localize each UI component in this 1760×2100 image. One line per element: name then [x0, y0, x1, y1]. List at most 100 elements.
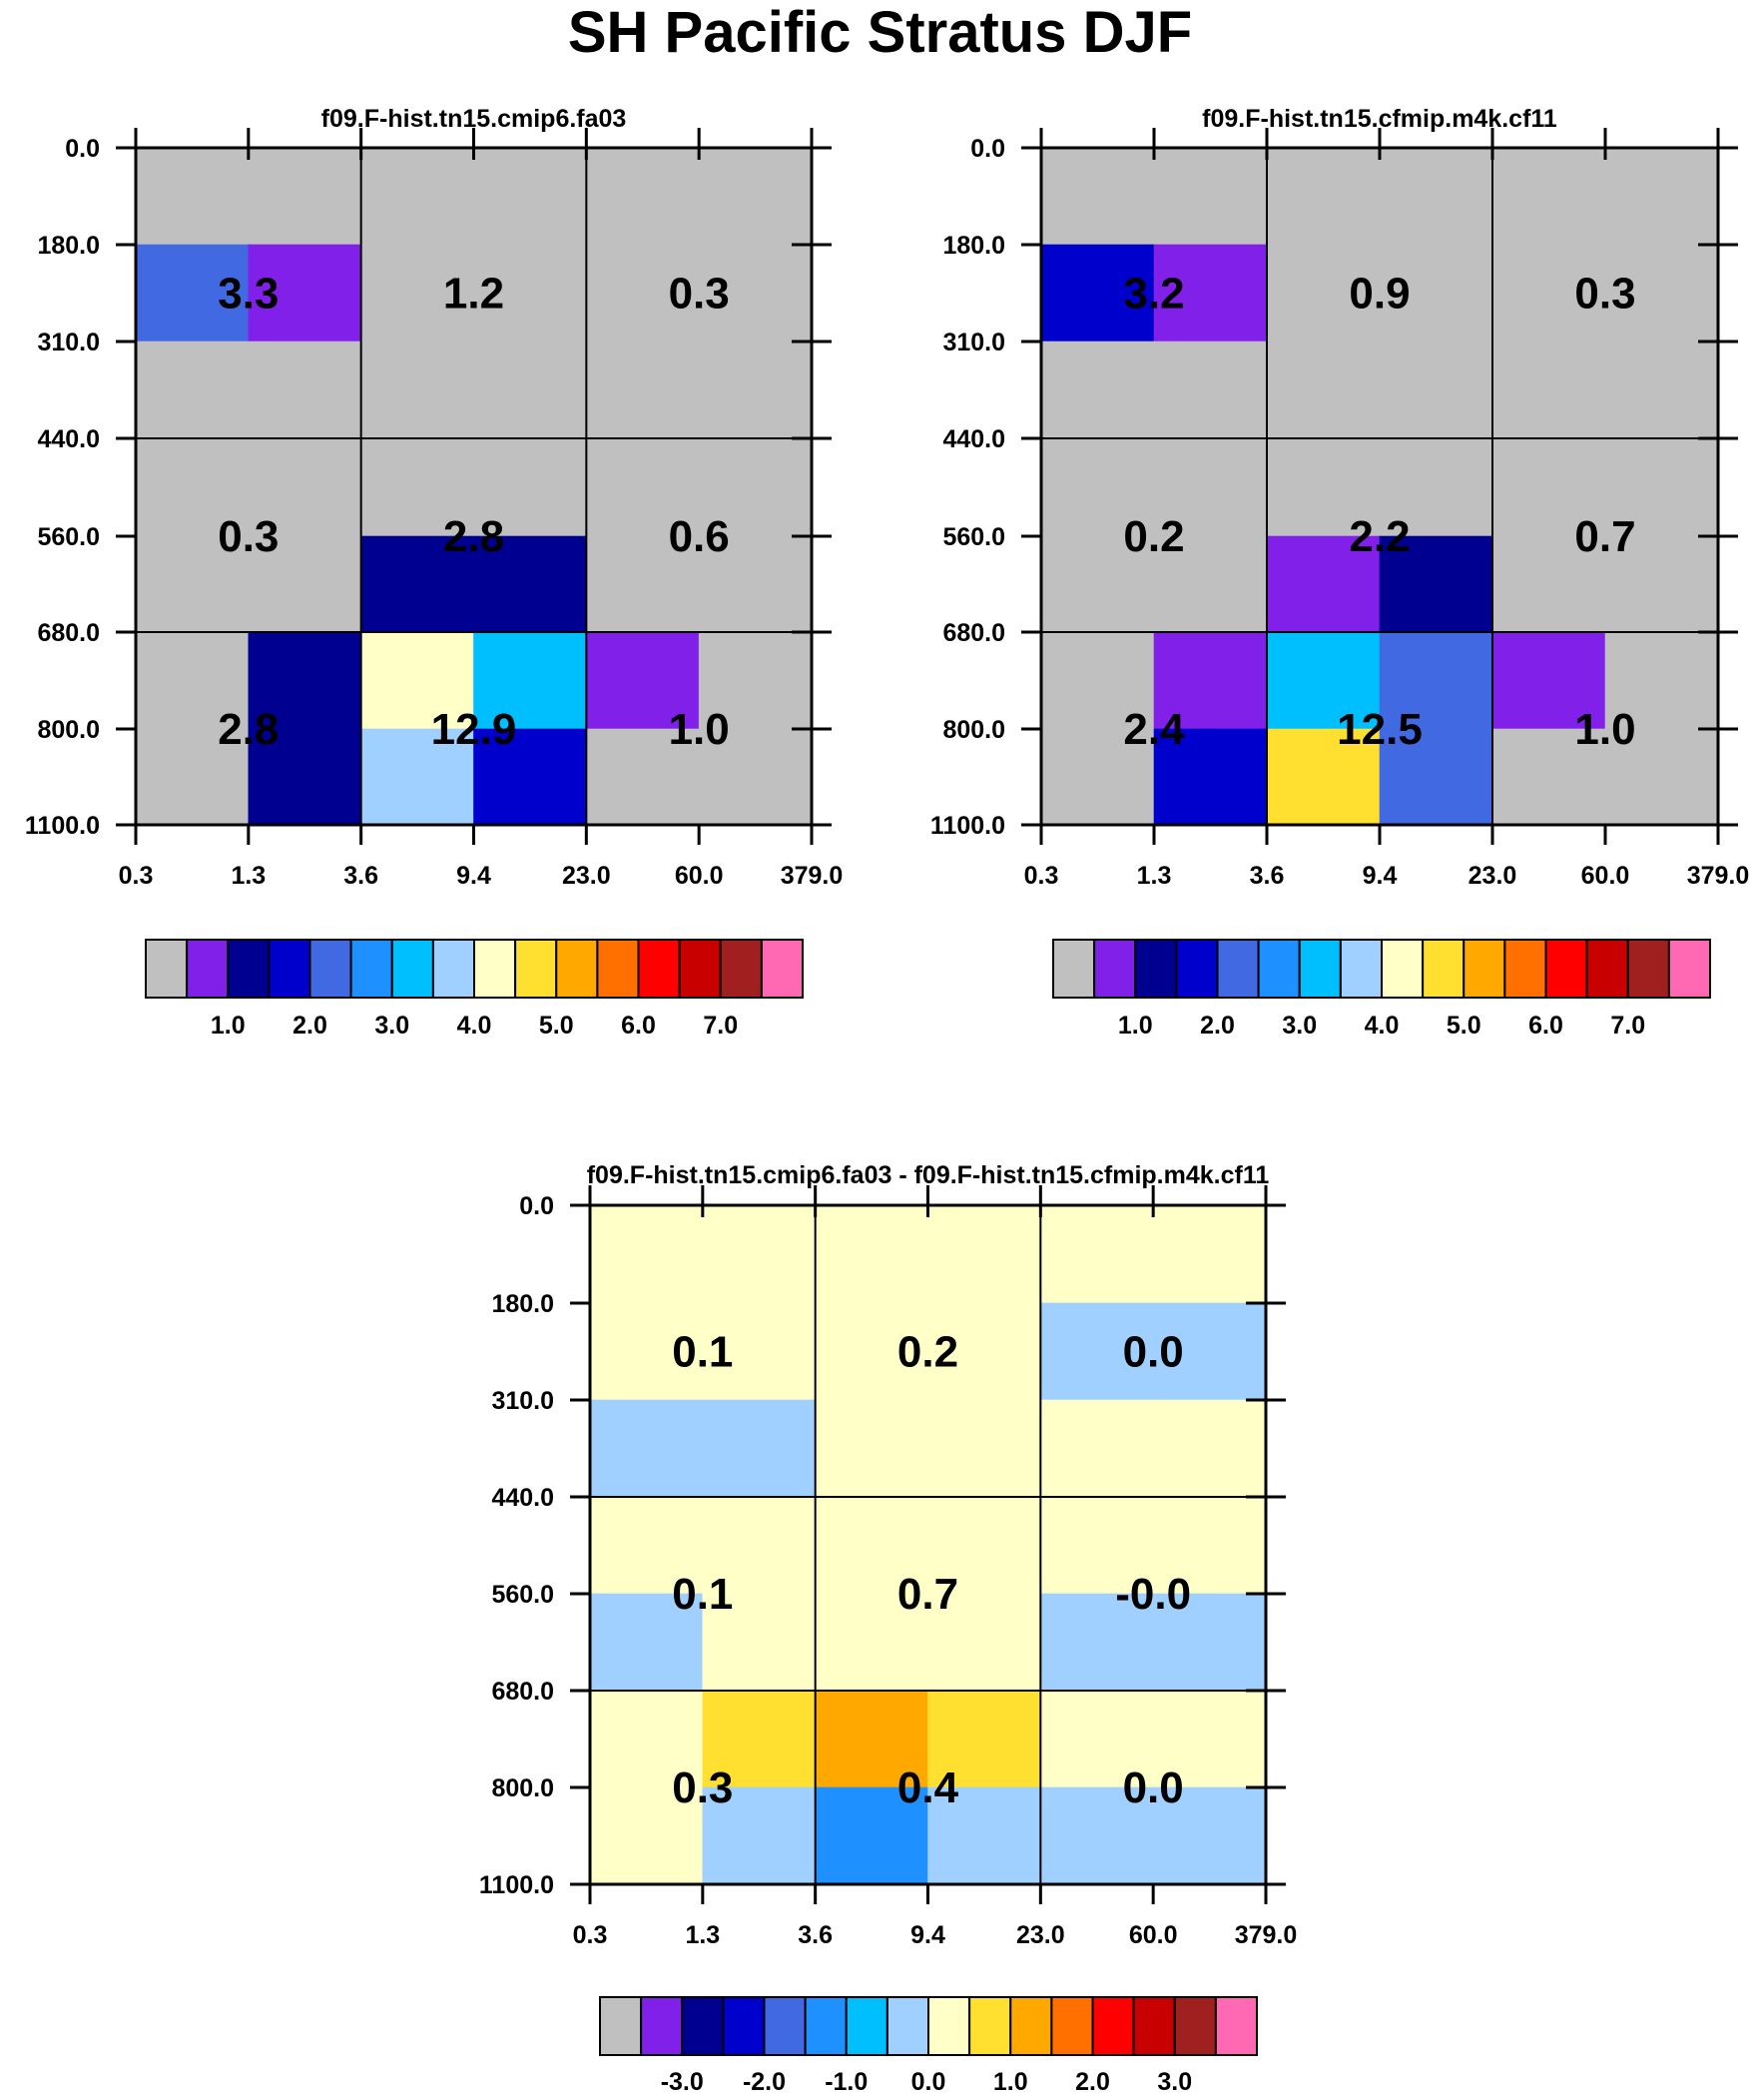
heatmap-cell	[248, 728, 361, 826]
chart-panel-1: f09.F-hist.tn15.cmip6.fa030.0180.0310.04…	[25, 105, 843, 1040]
colorbar-swatch	[1585, 939, 1629, 999]
colorbar-swatch	[1339, 939, 1383, 999]
heatmap-cell	[1153, 147, 1268, 246]
heatmap-cell	[702, 1399, 816, 1498]
chart-title: f09.F-hist.tn15.cmip6.fa03 - f09.F-hist.…	[587, 1161, 1270, 1189]
heatmap-cell	[1379, 728, 1493, 826]
heatmap-cell	[1379, 244, 1493, 343]
heatmap-cell	[1152, 1786, 1267, 1885]
y-tick-label: 180.0	[491, 1290, 554, 1318]
heatmap-cell	[1153, 535, 1268, 633]
heatmap-cell	[1153, 728, 1268, 826]
heatmap-cell	[586, 244, 700, 343]
heatmap-cell	[473, 728, 587, 826]
colorbar-swatch	[1503, 939, 1547, 999]
colorbar-swatch	[927, 1996, 971, 2056]
x-tick-label: 3.6	[1250, 862, 1285, 890]
colorbar-label: 7.0	[703, 1012, 738, 1040]
x-tick-label: 379.0	[781, 862, 844, 890]
data-label: 12.9	[431, 705, 517, 754]
heatmap-cell	[586, 437, 700, 537]
heatmap-cell	[1491, 437, 1606, 537]
y-tick-label: 560.0	[942, 523, 1005, 551]
page-title: SH Pacific Stratus DJF	[567, 0, 1193, 65]
heatmap-cell	[1379, 631, 1493, 730]
colorbar-swatch	[1091, 1996, 1135, 2056]
heatmap-cell	[473, 437, 587, 537]
colorbar-label: 2.0	[1200, 1012, 1235, 1040]
colorbar-swatch	[885, 1996, 929, 2056]
colorbar-swatch	[804, 1996, 848, 2056]
data-label: 0.3	[1574, 270, 1635, 319]
heatmap-cell	[927, 1593, 1041, 1692]
x-tick-label: 23.0	[562, 862, 611, 890]
colorbar-label: 1.0	[1118, 1012, 1153, 1040]
heatmap-cell	[702, 1204, 816, 1304]
heatmap-cell	[702, 1302, 816, 1401]
heatmap-cell	[135, 728, 250, 826]
data-label: 0.6	[669, 512, 730, 561]
data-label: 0.3	[669, 270, 730, 319]
x-tick-label: 23.0	[1468, 862, 1517, 890]
colorbar-label: 6.0	[621, 1012, 656, 1040]
x-tick-label: 9.4	[456, 862, 491, 890]
heatmap-cell	[1040, 147, 1155, 246]
data-label: 3.3	[218, 270, 279, 319]
heatmap-cell	[1153, 341, 1268, 439]
heatmap-cell	[698, 728, 813, 826]
colorbar-label: 4.0	[457, 1012, 492, 1040]
y-tick-label: 680.0	[942, 619, 1005, 647]
y-tick-label: 310.0	[37, 329, 100, 356]
colorbar-label: -1.0	[825, 2068, 868, 2096]
heatmap-cell	[135, 535, 250, 633]
heatmap-cell	[702, 1690, 816, 1788]
heatmap-cell	[1040, 728, 1155, 826]
colorbar-swatch	[268, 939, 311, 999]
colorbar-swatch	[1626, 939, 1670, 999]
y-tick-label: 560.0	[491, 1581, 554, 1609]
heatmap-cell	[589, 1302, 704, 1401]
x-tick-label: 1.3	[1137, 862, 1172, 890]
heatmap-cell	[135, 147, 250, 246]
colorbar-label: 3.0	[374, 1012, 409, 1040]
heatmap-cell	[1491, 147, 1606, 246]
colorbar-swatch	[1175, 939, 1219, 999]
data-label: 0.7	[1574, 512, 1635, 561]
chart-panel-2: f09.F-hist.tn15.cfmip.m4k.cf110.0180.031…	[930, 105, 1749, 1040]
y-tick-label: 800.0	[37, 716, 100, 744]
heatmap-cell	[1040, 341, 1155, 439]
x-tick-label: 60.0	[1129, 1921, 1178, 1949]
y-tick-label: 800.0	[942, 716, 1005, 744]
data-label: 0.2	[1123, 512, 1184, 561]
colorbar-label: 1.0	[993, 2068, 1028, 2096]
heatmap-cell	[135, 631, 250, 730]
colorbar-swatch	[1009, 1996, 1053, 2056]
colorbar-swatch	[722, 1996, 766, 2056]
heatmap-cell	[1040, 1593, 1154, 1692]
y-tick-label: 180.0	[942, 232, 1005, 260]
colorbar-swatch	[390, 939, 434, 999]
colorbar-swatch	[1544, 939, 1588, 999]
data-label: 0.9	[1349, 270, 1410, 319]
colorbar-swatch	[555, 939, 599, 999]
colorbar-label: -2.0	[743, 2068, 786, 2096]
heatmap-cell	[248, 341, 361, 439]
data-label: 2.4	[1123, 705, 1185, 754]
heatmap-cell	[589, 1204, 704, 1304]
y-tick-label: 800.0	[491, 1774, 554, 1802]
data-label: 0.1	[672, 1328, 733, 1377]
y-tick-label: 680.0	[37, 619, 100, 647]
colorbar-swatch	[1050, 1996, 1094, 2056]
colorbar-swatch	[227, 939, 271, 999]
heatmap-cell	[815, 1593, 928, 1692]
colorbar-label: 6.0	[1528, 1012, 1563, 1040]
colorbar-label: 3.0	[1282, 1012, 1317, 1040]
x-tick-label: 9.4	[1363, 862, 1398, 890]
heatmap-cell	[360, 341, 474, 439]
colorbar-label: 3.0	[1157, 2068, 1192, 2096]
heatmap-cell	[1266, 147, 1381, 246]
heatmap-cell	[1152, 1690, 1267, 1788]
data-label: 0.2	[897, 1328, 958, 1377]
colorbar-swatch	[1463, 939, 1506, 999]
